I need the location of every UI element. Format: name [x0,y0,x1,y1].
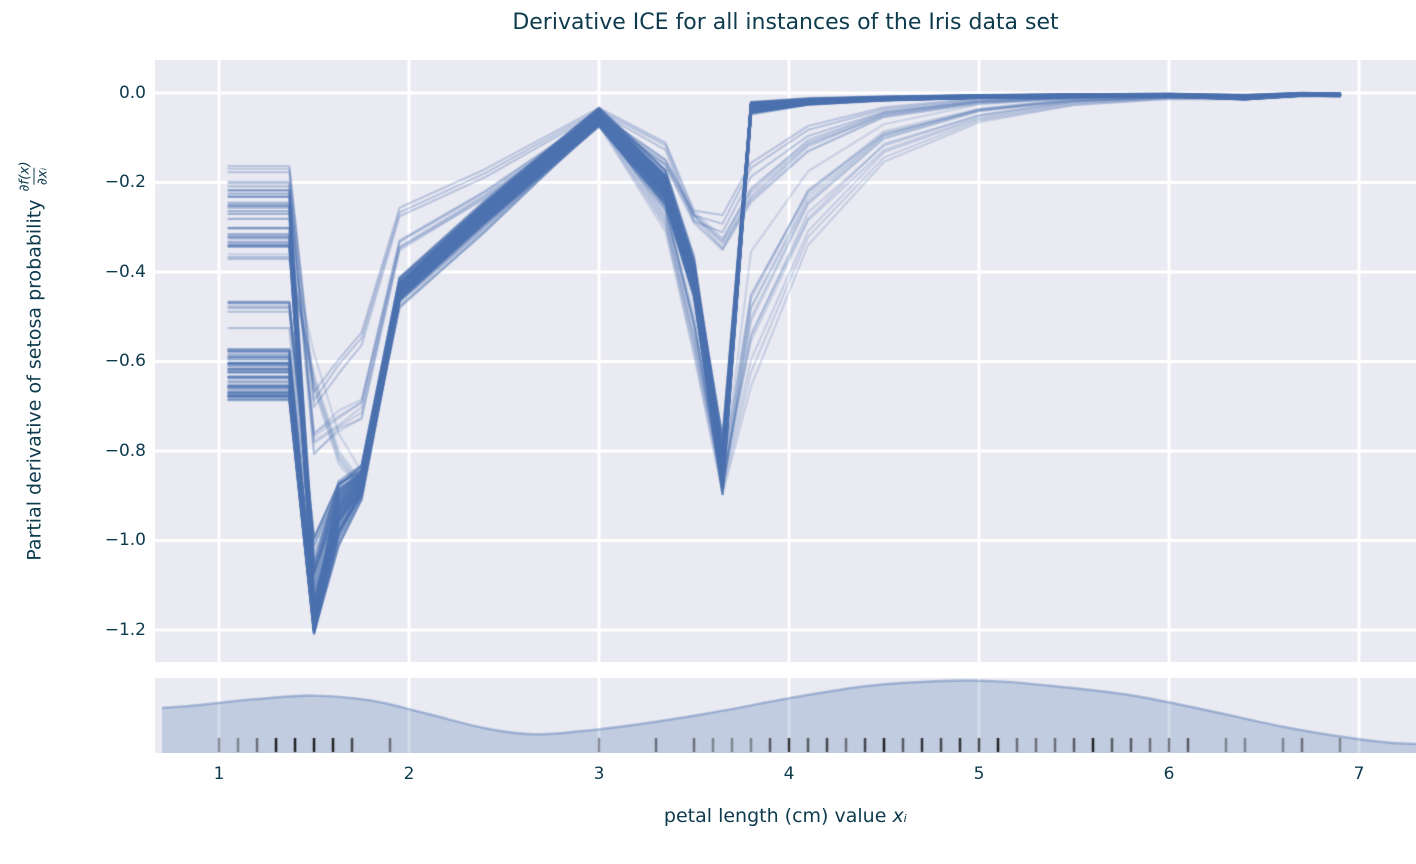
y-tick-label: 0.0 [118,82,146,103]
main-ice-plot [155,60,1416,662]
x-tick-label: 1 [213,764,225,784]
y-tick-label: −0.8 [104,440,146,461]
y-axis-label: Partial derivative of setosa probability… [16,161,51,561]
chart-title: Derivative ICE for all instances of the … [512,10,1059,35]
y-axis-label-text: Partial derivative of setosa probability [23,199,45,561]
partial-derivative-fraction: ∂f(x) ∂xᵢ [16,161,51,192]
x-tick-label: 3 [593,764,605,784]
kde-rug-canvas [155,678,1416,753]
y-tick-label: −1.2 [104,620,146,640]
x-axis-label-text: petal length (cm) value [663,805,893,827]
x-tick-label: 4 [783,764,795,784]
fraction-denominator: ∂xᵢ [33,167,51,186]
y-tick-label: −1.0 [104,530,146,551]
x-axis-label: petal length (cm) value xᵢ [155,805,1416,827]
y-tick-label: −0.4 [104,261,146,282]
x-tick-label: 6 [1163,764,1175,784]
ice-lines-canvas [155,60,1416,662]
y-tick-label: −0.2 [104,172,146,193]
x-tick-label: 7 [1353,764,1365,784]
y-tick-label: −0.6 [104,351,146,372]
x-tick-label: 2 [403,764,415,784]
x-tick-label: 5 [973,764,985,784]
x-axis-label-math: xᵢ [892,805,908,827]
fraction-numerator: ∂f(x) [16,161,33,192]
feature-distribution-plot [155,678,1416,753]
